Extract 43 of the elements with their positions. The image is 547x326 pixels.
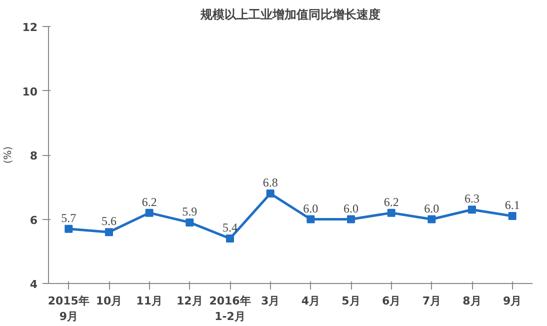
data-label: 5.7 [61, 210, 76, 225]
data-label: 6.0 [303, 201, 318, 216]
data-label: 6.2 [384, 194, 399, 209]
y-tick-label: 6 [30, 214, 38, 227]
point [226, 234, 234, 243]
x-tick-label: 10月 [96, 294, 122, 308]
y-tick-label: 10 [22, 85, 38, 98]
point [306, 215, 315, 224]
x-tick-label: 2015年 9月 [48, 294, 90, 324]
data-label: 6.8 [262, 176, 278, 190]
y-tick-label: 4 [30, 278, 38, 291]
point [468, 206, 476, 214]
data-label: 6.0 [424, 201, 440, 216]
point [508, 212, 516, 220]
x-tick-label: 8月 [462, 294, 482, 308]
x-tick-label: 11月 [136, 294, 162, 308]
point [266, 190, 274, 198]
y-axis-title: (%) [3, 146, 14, 164]
x-tick-label: 6月 [382, 294, 401, 308]
data-label: 6.1 [504, 198, 520, 212]
x-tick-label: 12月 [176, 294, 203, 308]
y-tick-label: 8 [30, 150, 38, 162]
x-tick-label: 5月 [342, 294, 360, 308]
x-tick-label: 3月 [261, 294, 280, 308]
point [347, 215, 355, 224]
x-tick-label: 2016年 1-2月 [209, 294, 251, 324]
data-label: 6.3 [464, 192, 480, 206]
point [186, 218, 194, 226]
data-label: 6.2 [142, 194, 157, 209]
y-tick-label: 12 [22, 21, 38, 34]
data-label: 5.9 [182, 204, 198, 218]
x-tick-label: 9月 [503, 294, 522, 308]
point [428, 215, 436, 224]
point [145, 208, 154, 217]
data-label: 5.4 [222, 220, 238, 235]
x-tick-label: 7月 [422, 294, 441, 308]
chart-title: 规模以上工业增加值同比增长速度 [200, 8, 380, 22]
point [105, 228, 113, 236]
data-label: 5.6 [102, 214, 116, 228]
point [387, 208, 396, 217]
x-tick-label: 4月 [301, 294, 320, 308]
data-label: 6.0 [344, 201, 358, 216]
point [64, 224, 73, 233]
